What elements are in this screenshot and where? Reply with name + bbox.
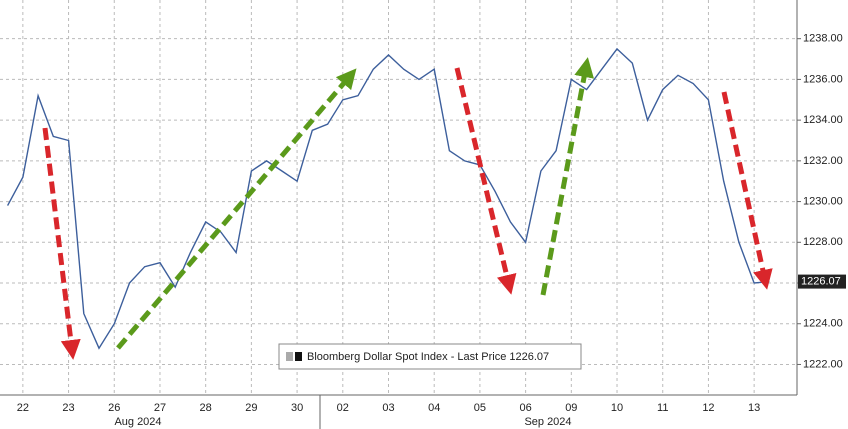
x-tick-label: 11	[657, 402, 668, 414]
y-tick-label: 1238.00	[803, 33, 843, 45]
up-arrow	[116, 68, 357, 350]
down-arrow	[454, 67, 517, 295]
x-tick-label: 30	[291, 402, 303, 414]
x-tick-label: 04	[428, 402, 440, 414]
legend-last-value: 1226.07	[509, 351, 549, 363]
legend-swatch	[295, 352, 302, 361]
y-tick-label: 1230.00	[803, 195, 843, 207]
down-arrow	[42, 127, 81, 360]
last-price-box	[798, 274, 846, 289]
legend-label: Bloomberg Dollar Spot Index - Last Price…	[307, 351, 549, 363]
y-tick-label: 1228.00	[803, 236, 843, 248]
plot-area	[0, 0, 797, 395]
x-tick-label: 27	[154, 402, 166, 414]
x-tick-label: 02	[337, 402, 349, 414]
down-arrow	[721, 91, 773, 290]
last-price-label: 1226.07	[801, 275, 841, 287]
x-tick-label: 12	[702, 402, 714, 414]
x-tick-label: 26	[108, 402, 120, 414]
y-tick-label: 1222.00	[803, 358, 843, 370]
trend-arrows	[42, 57, 773, 360]
x-tick-label: 06	[519, 402, 531, 414]
y-tick-label: 1224.00	[803, 318, 843, 330]
x-tick-label: 05	[474, 402, 486, 414]
up-arrow	[540, 57, 594, 296]
y-tick-label: 1236.00	[803, 73, 843, 85]
y-tick-label: 1232.00	[803, 155, 843, 167]
x-tick-label: 29	[245, 402, 257, 414]
x-tick-label: 22	[17, 402, 29, 414]
legend-box	[278, 343, 582, 370]
legend-swatch	[286, 352, 293, 361]
x-tick-label: 03	[382, 402, 394, 414]
legend-series-name: Bloomberg Dollar Spot Index - Last Price	[307, 351, 506, 363]
x-tick-label: 23	[62, 402, 74, 414]
x-tick-label: 10	[611, 402, 623, 414]
y-tick-label: 1234.00	[803, 114, 843, 126]
price-line	[6, 47, 770, 350]
legend: Bloomberg Dollar Spot Index - Last Price…	[278, 343, 582, 370]
month-label: Aug 2024	[114, 416, 161, 428]
month-label: Sep 2024	[524, 416, 571, 428]
x-tick-label: 13	[748, 402, 760, 414]
x-tick-label: 09	[565, 402, 577, 414]
x-tick-label: 28	[200, 402, 212, 414]
